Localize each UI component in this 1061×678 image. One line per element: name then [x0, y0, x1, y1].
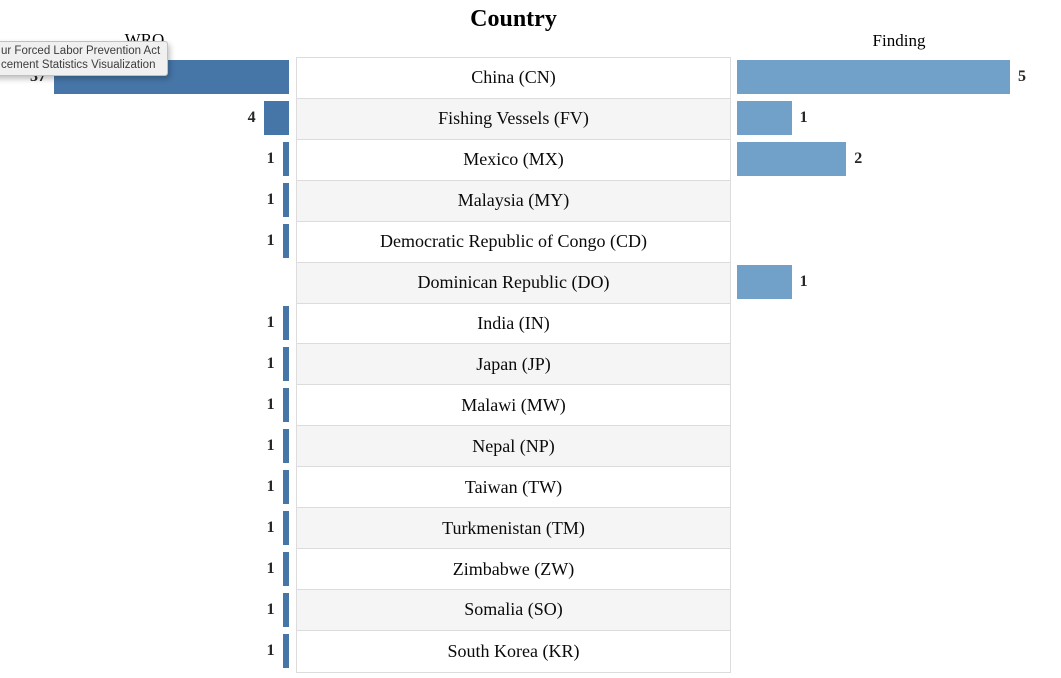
wro-value: 1 [266, 600, 275, 618]
country-label: Mexico (MX) [463, 149, 564, 170]
wro-bar[interactable] [282, 592, 289, 627]
country-label: Malaysia (MY) [457, 190, 570, 211]
wro-bar[interactable] [282, 183, 289, 218]
wro-value: 1 [266, 559, 275, 577]
table-row[interactable]: Dominican Republic (DO) [297, 262, 730, 304]
wro-bar[interactable] [263, 101, 289, 136]
chart-title: Country [470, 6, 557, 32]
country-label: India (IN) [477, 312, 550, 333]
wro-bar[interactable] [282, 428, 289, 463]
finding-axis-title: Finding [872, 31, 926, 50]
table-row[interactable]: Fishing Vessels (FV) [297, 98, 730, 140]
country-label: Malawi (MW) [461, 394, 566, 415]
wro-bar[interactable] [282, 551, 289, 586]
table-row[interactable]: Democratic Republic of Congo (CD) [297, 221, 730, 263]
table-row[interactable]: India (IN) [297, 303, 730, 345]
country-label: South Korea (KR) [447, 640, 580, 661]
table-row[interactable]: Turkmenistan (TM) [297, 508, 730, 550]
wro-value: 1 [266, 436, 275, 454]
wro-bar[interactable] [282, 347, 289, 381]
tooltip: ur Forced Labor Prevention Act cement St… [0, 41, 169, 76]
country-label: Somalia (SO) [464, 599, 563, 620]
finding-bar[interactable] [737, 142, 847, 177]
table-row[interactable]: Taiwan (TW) [297, 467, 730, 509]
wro-value: 1 [266, 518, 275, 536]
table-row[interactable]: Zimbabwe (ZW) [297, 549, 730, 590]
table-row[interactable]: South Korea (KR) [297, 630, 730, 672]
wro-value: 1 [266, 641, 275, 659]
country-label: Democratic Republic of Congo (CD) [380, 231, 647, 252]
wro-bar[interactable] [282, 306, 289, 341]
wro-bar[interactable] [282, 510, 289, 545]
wro-value: 1 [266, 232, 275, 250]
wro-value: 1 [266, 314, 275, 332]
table-row[interactable]: Somalia (SO) [297, 589, 730, 631]
country-label: China (CN) [471, 67, 556, 88]
wro-value: 1 [266, 191, 275, 209]
finding-bar[interactable] [737, 265, 792, 300]
table-row[interactable]: Japan (JP) [297, 344, 730, 386]
wro-bar[interactable] [282, 224, 289, 259]
finding-bar[interactable] [737, 60, 1010, 95]
wro-value: 1 [266, 477, 275, 495]
wro-value: 4 [247, 109, 256, 127]
country-label: Japan (JP) [476, 353, 551, 374]
country-label: Zimbabwe (ZW) [452, 558, 575, 579]
wro-bar[interactable] [282, 142, 289, 177]
finding-value: 5 [1018, 68, 1026, 86]
table-row[interactable]: Mexico (MX) [297, 139, 730, 181]
table-row[interactable]: Malawi (MW) [297, 385, 730, 427]
wro-bar[interactable] [282, 469, 289, 504]
country-label: Dominican Republic (DO) [417, 272, 610, 293]
country-label: Taiwan (TW) [464, 476, 563, 497]
wro-value: 1 [266, 395, 275, 413]
country-label-column: China (CN) Fishing Vessels (FV) Mexico (MX… [296, 57, 731, 673]
country-label: Turkmenistan (TM) [442, 517, 585, 538]
wro-bar[interactable] [282, 633, 289, 668]
country-label: Fishing Vessels (FV) [438, 108, 589, 129]
country-label: Nepal (NP) [472, 435, 555, 456]
table-row[interactable]: Malaysia (MY) [297, 180, 730, 222]
tooltip-line2: cement Statistics Visualization [1, 59, 156, 71]
wro-value: 1 [266, 150, 275, 168]
finding-bar[interactable] [737, 101, 792, 136]
wro-value: 1 [266, 355, 275, 372]
table-row[interactable]: Nepal (NP) [297, 426, 730, 468]
finding-value: 1 [799, 273, 808, 291]
finding-value: 1 [799, 109, 808, 127]
wro-bar[interactable] [282, 387, 289, 422]
finding-value: 2 [854, 150, 863, 168]
table-row[interactable]: China (CN) [297, 58, 730, 99]
tooltip-line1: ur Forced Labor Prevention Act [1, 45, 161, 57]
